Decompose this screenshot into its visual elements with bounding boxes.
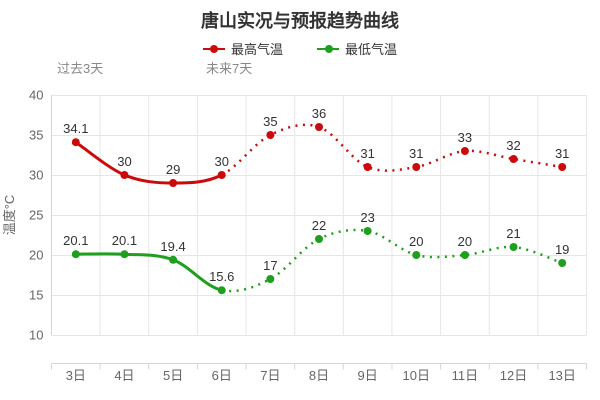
y-tick-label: 25 [29,208,43,223]
data-point-marker[interactable] [120,250,129,259]
data-point-label: 35 [263,114,277,129]
legend-item-max-temp[interactable]: 最高气温 [202,39,283,58]
data-point-label: 17 [263,258,277,273]
data-point-marker[interactable] [315,123,323,131]
data-point-label: 19.4 [160,239,185,254]
data-point-marker[interactable] [71,138,80,147]
data-point-marker[interactable] [266,275,275,283]
annotation-past-3-days: 过去3天 [57,61,104,76]
series-line-dotted [221,228,563,293]
data-point-marker[interactable] [217,286,226,295]
y-axis-title: 温度°C [2,195,17,236]
data-point-label: 29 [166,162,180,177]
legend: 最高气温 最低气温 [0,39,600,58]
data-point-label: 23 [360,210,374,225]
data-point-marker[interactable] [412,163,421,171]
data-point-label: 20.1 [63,233,88,248]
x-tick-label: 9日 [358,368,378,383]
legend-marker-max-temp-icon [202,44,225,53]
legend-marker-min-temp-icon [317,44,339,53]
data-point-marker[interactable] [315,235,323,243]
chart-title: 唐山实况与预报趋势曲线 [201,11,399,31]
data-point-label: 20 [458,234,472,249]
data-point-label: 30 [214,154,228,169]
x-tick-label: 8日 [309,368,329,383]
legend-item-min-temp[interactable]: 最低气温 [317,39,397,58]
data-point-marker[interactable] [363,163,372,171]
y-tick-label: 20 [29,248,43,263]
series-line-solid [74,140,224,185]
data-point-label: 33 [458,130,472,145]
x-tick-label: 4日 [114,368,134,383]
y-axis: 10 15 20 25 30 35 40 温度°C [2,88,52,343]
x-tick-label: 7日 [260,368,280,383]
data-point-label: 34.1 [63,121,88,136]
data-point-marker[interactable] [460,147,469,155]
series-line-solid [74,252,224,292]
data-point-marker[interactable] [266,131,275,139]
data-point-marker[interactable] [120,171,129,179]
x-tick-label: 6日 [212,368,232,383]
data-point-marker[interactable] [169,179,178,187]
data-point-label: 15.6 [209,269,234,284]
legend-label-min-temp: 最低气温 [345,42,398,57]
x-tick-label: 10日 [403,368,430,383]
data-point-label: 32 [506,138,520,153]
x-tick-label: 11日 [452,368,479,383]
data-point-label: 20 [409,234,423,249]
data-point-marker[interactable] [169,255,178,264]
series-line-dotted [221,123,563,177]
data-point-marker[interactable] [558,259,567,267]
gridlines [51,95,587,336]
legend-label-max-temp: 最高气温 [230,42,283,57]
data-point-marker[interactable] [217,171,226,179]
x-tick-label: 13日 [548,368,575,383]
data-point-label: 30 [117,154,131,169]
data-point-label: 20.1 [112,233,137,248]
series-max-temp: 34.1 30 29 30 35 36 31 31 33 32 31 [63,106,569,187]
data-point-label: 31 [360,146,374,161]
data-point-marker[interactable] [509,243,518,251]
x-tick-label: 3日 [66,368,86,383]
y-tick-label: 15 [29,288,43,303]
x-tick-label: 5日 [163,368,183,383]
series-min-temp: 20.1 20.1 19.4 15.6 17 22 23 20 20 21 19 [63,210,569,295]
data-point-label: 31 [409,146,423,161]
data-point-marker[interactable] [412,251,421,259]
data-point-marker[interactable] [509,155,518,163]
data-point-marker[interactable] [460,251,469,259]
data-point-label: 19 [555,242,569,257]
y-tick-label: 35 [29,128,43,143]
data-point-marker[interactable] [363,227,372,235]
data-point-marker[interactable] [71,250,80,259]
data-point-label: 21 [506,226,520,241]
x-axis: 3日 4日 5日 6日 7日 8日 9日 10日 11日 12日 13日 [51,363,587,383]
x-tick-label: 12日 [500,368,527,383]
data-point-label: 31 [555,146,569,161]
data-point-label: 36 [312,106,326,121]
y-tick-label: 40 [29,88,43,103]
y-tick-label: 10 [29,328,43,343]
annotation-future-7-days: 未来7天 [206,61,253,76]
y-tick-label: 30 [29,168,43,183]
data-point-label: 22 [312,218,326,233]
data-point-marker[interactable] [558,163,567,171]
